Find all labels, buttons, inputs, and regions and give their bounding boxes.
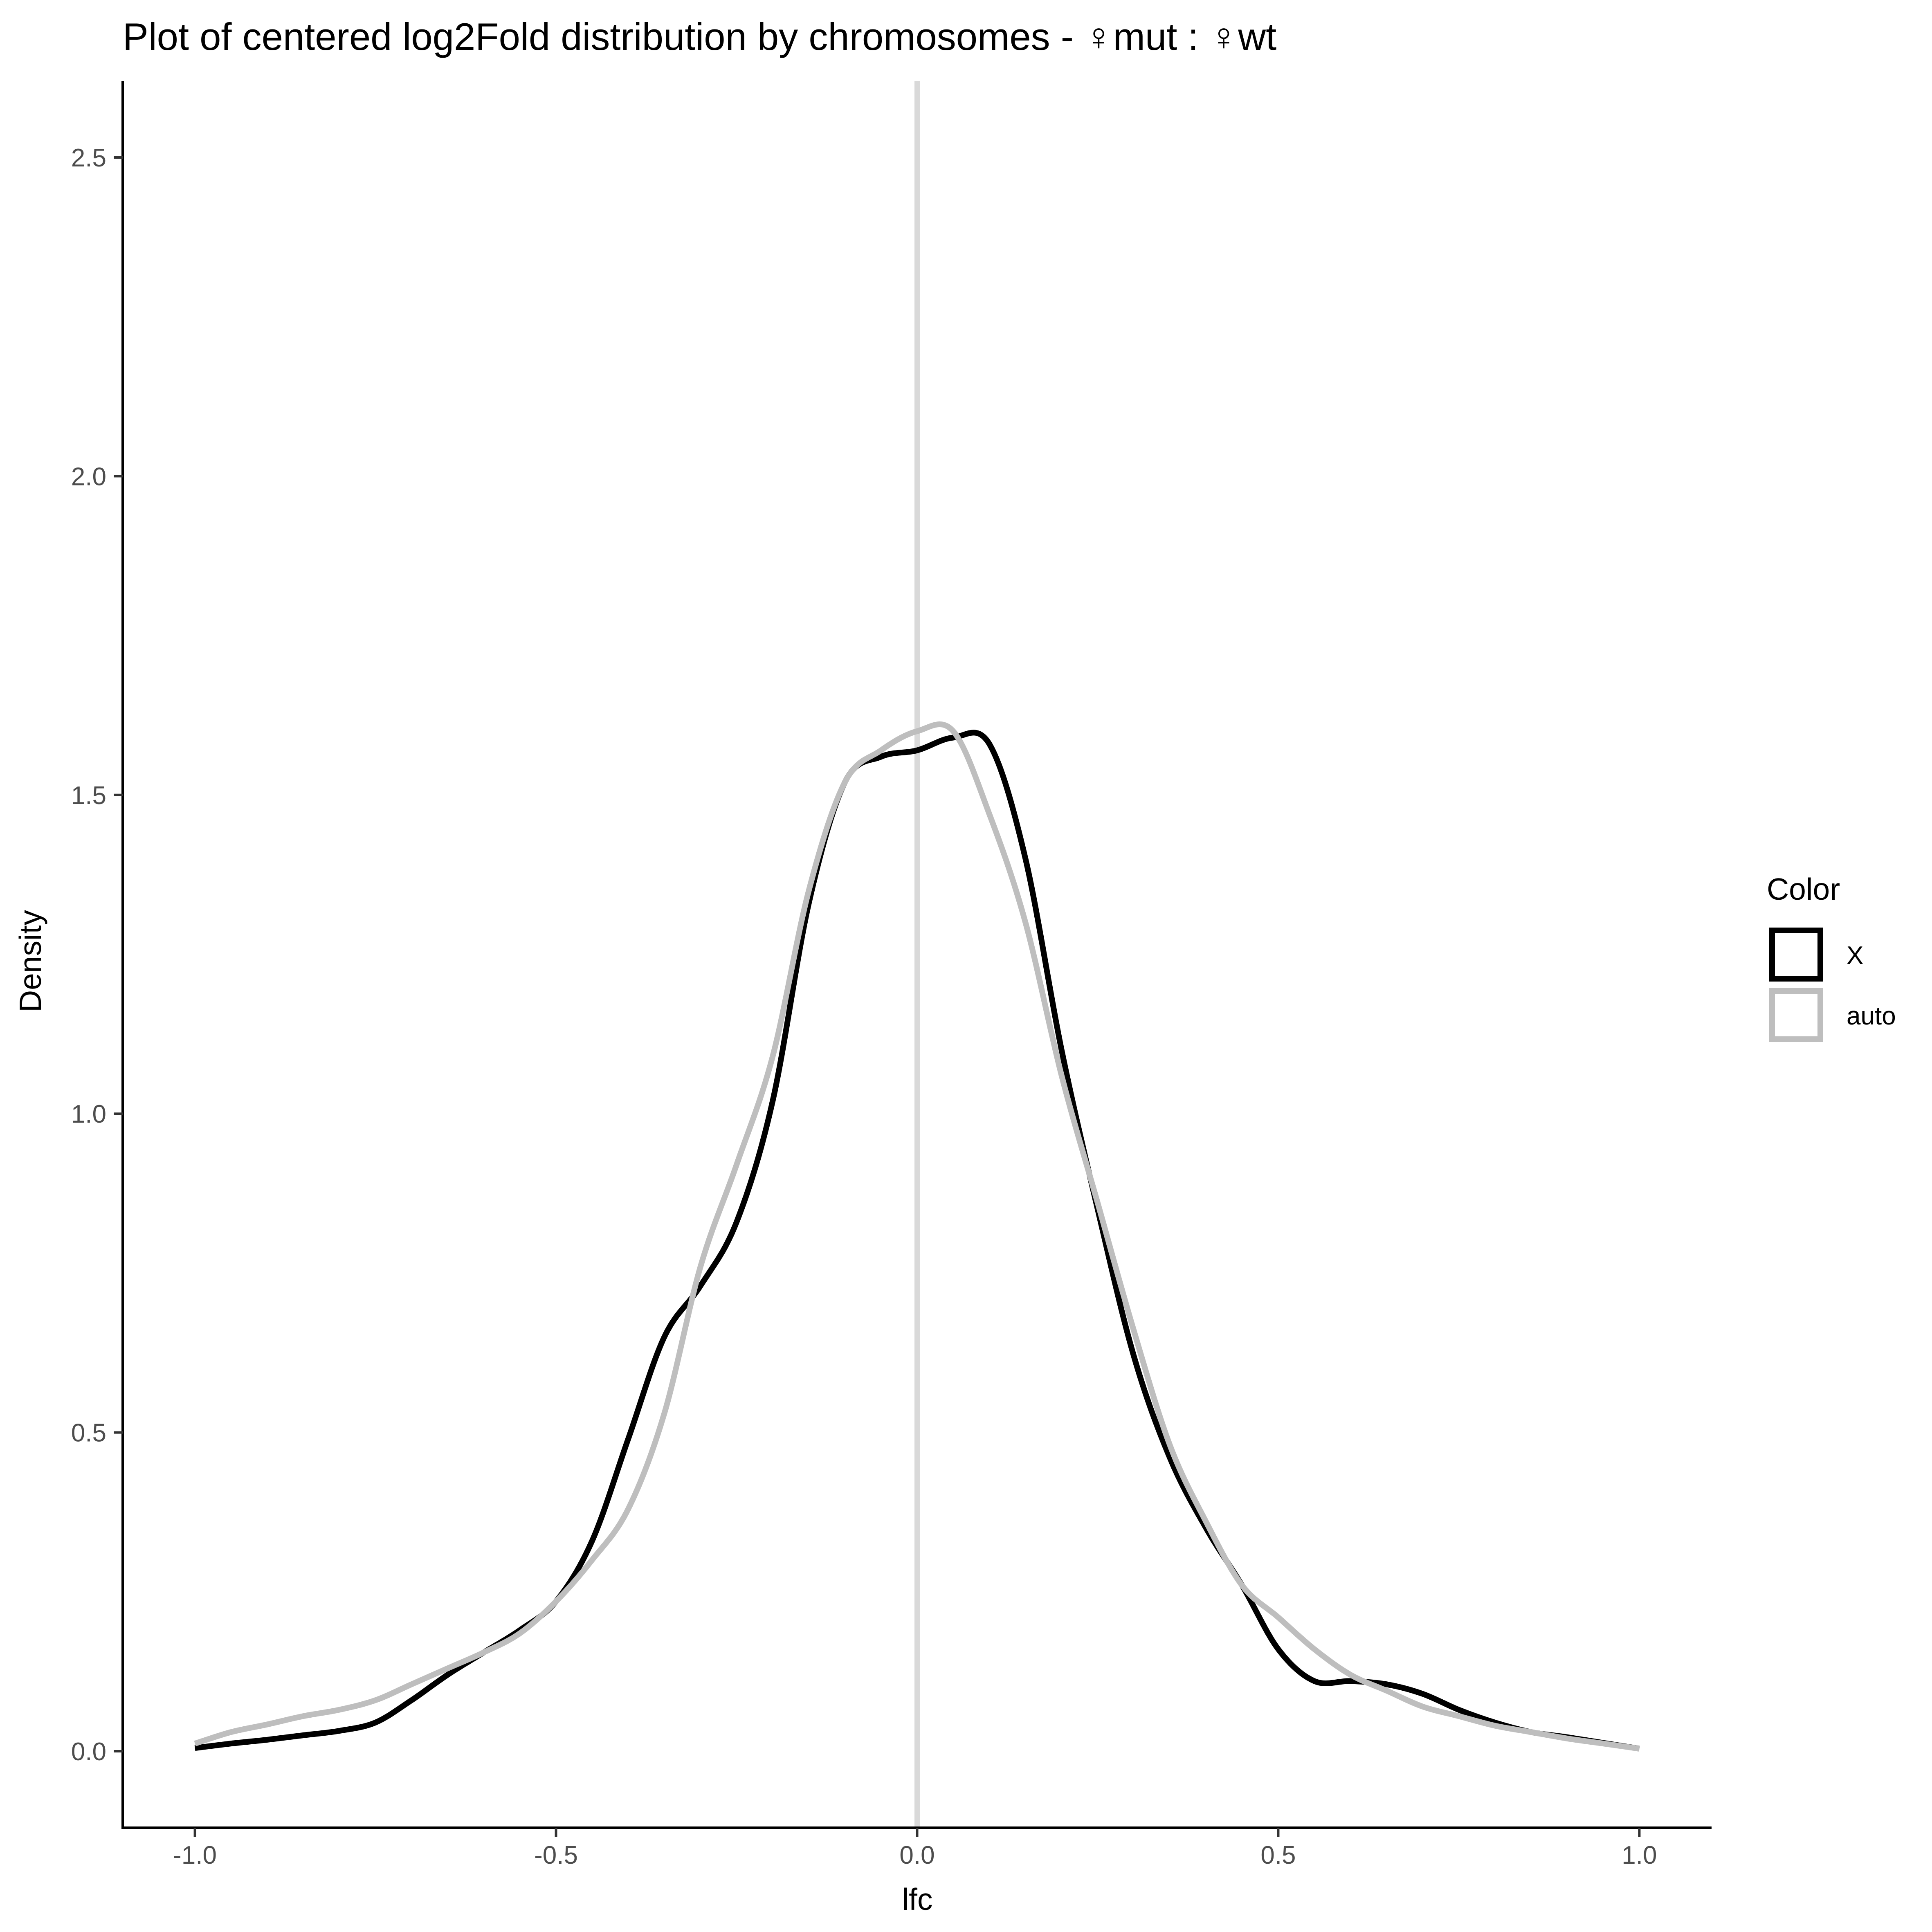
chart-title: Plot of centered log2Fold distribution b…: [123, 15, 1276, 58]
x-tick-label: -0.5: [534, 1841, 578, 1869]
x-axis-ticks: -1.0 -0.5 0.0 0.5 1.0: [173, 1828, 1657, 1869]
legend-key-x: [1769, 928, 1823, 982]
x-tick-label: -1.0: [173, 1841, 217, 1869]
legend-label-x: X: [1847, 941, 1863, 970]
legend-key-auto: [1769, 988, 1823, 1042]
y-tick-label: 2.0: [71, 463, 106, 491]
x-axis-title: lfc: [902, 1882, 933, 1916]
y-tick-label: 2.5: [71, 144, 106, 172]
x-tick-label: 0.0: [899, 1841, 935, 1869]
y-tick-label: 1.0: [71, 1100, 106, 1128]
series-layer: [194, 721, 1640, 1752]
y-tick-label: 0.5: [71, 1419, 106, 1447]
series-line-auto: [194, 721, 1640, 1752]
x-tick-label: 0.5: [1260, 1841, 1296, 1869]
y-axis-title: Density: [13, 910, 47, 1012]
x-tick-label: 1.0: [1622, 1841, 1657, 1869]
legend-title: Color: [1767, 872, 1840, 906]
legend-label-auto: auto: [1847, 1002, 1896, 1030]
y-tick-label: 0.0: [71, 1738, 106, 1766]
y-tick-label: 1.5: [71, 782, 106, 810]
y-axis-ticks: 0.0 0.5 1.0 1.5 2.0 2.5: [71, 144, 123, 1766]
